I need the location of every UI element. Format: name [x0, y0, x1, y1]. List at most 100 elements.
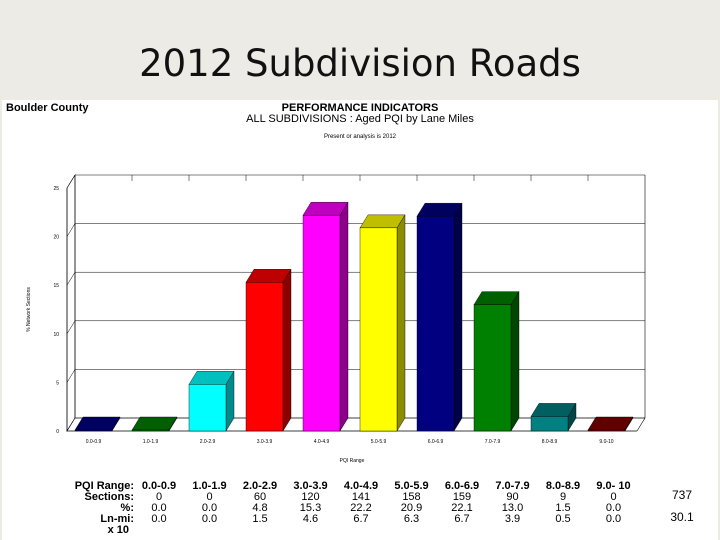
- bar-top: [530, 403, 577, 417]
- bar-top: [359, 214, 406, 229]
- bar: [359, 227, 398, 432]
- slide-title: 2012 Subdivision Roads: [139, 42, 581, 85]
- y-tick-label: 15: [53, 283, 59, 289]
- table-cell: 0.0: [151, 513, 167, 525]
- table-cell: 0.0: [201, 513, 218, 525]
- x-tick-label: 1.0-1.9: [143, 439, 159, 445]
- table-cell: 22.2: [350, 502, 372, 514]
- bar: [188, 384, 227, 432]
- bar: [416, 215, 455, 432]
- table-cell: 0: [206, 491, 213, 503]
- bar: [587, 429, 626, 432]
- table-cell: 1.5: [555, 502, 571, 514]
- table-cell: 0.0: [605, 502, 622, 514]
- analysis-note: Present or analysis is 2012: [323, 134, 397, 140]
- table-row-label: PQI Range:: [74, 480, 134, 492]
- bar: [74, 429, 113, 432]
- table-cell: 3.9: [504, 513, 521, 525]
- table-cell: 60: [253, 491, 267, 503]
- bar-side: [453, 202, 463, 432]
- table-cell: 0.0-0.9: [141, 480, 177, 492]
- bar: [530, 416, 569, 432]
- table-cell: 0.0: [151, 502, 167, 514]
- table-cell: 141: [351, 491, 371, 503]
- bar: [473, 304, 512, 432]
- bar: [245, 282, 284, 432]
- table-cell: 1.0-1.9: [192, 480, 227, 492]
- table-cell: 159: [452, 491, 472, 503]
- table-cell: 5.0-5.9: [394, 480, 429, 492]
- y-tick-label: 5: [56, 380, 59, 386]
- grid-diag: [66, 320, 76, 334]
- table-cell: 0: [155, 491, 163, 503]
- bar-top: [188, 371, 235, 385]
- table-cell: 9.0- 10: [596, 480, 631, 492]
- table-cell: 6.7: [454, 513, 470, 525]
- left-wall: [66, 173, 76, 433]
- bar: [131, 429, 170, 432]
- x-tick-label: 9.0-10: [599, 439, 613, 445]
- bar-top: [416, 202, 463, 217]
- table-cell: 90: [506, 491, 519, 503]
- bar-top: [302, 202, 349, 216]
- y-tick-label: 20: [53, 235, 59, 241]
- table-row-label: %:: [120, 502, 134, 514]
- table-cell: 158: [402, 491, 421, 503]
- table-cell: 0.5: [555, 513, 571, 525]
- table-cell: 7.0-7.9: [495, 480, 530, 492]
- table-cell: 6.7: [353, 513, 369, 525]
- table-cell: 6.3: [403, 513, 420, 525]
- table-cell: 6.0-6.9: [444, 480, 480, 492]
- chart-title: PERFORMANCE INDICATORS: [281, 102, 439, 114]
- y-tick-label: 10: [53, 332, 59, 338]
- table-cell: 22.1: [451, 502, 473, 514]
- x-axis-label: PQI Range: [340, 458, 365, 464]
- x-tick-label: 3.0-3.9: [257, 439, 273, 445]
- table-cell: 120: [301, 491, 320, 503]
- table-cell: 4.6: [302, 513, 319, 525]
- y-axis-label: % Network Sections: [26, 287, 32, 332]
- grid-diag: [66, 272, 76, 286]
- y-tick-label: 25: [53, 186, 59, 192]
- bar-top: [245, 269, 292, 283]
- x-tick-label: 0.0-0.9: [86, 439, 102, 445]
- x-tick-label: 8.0-8.9: [542, 439, 558, 445]
- table-cell: 15.3: [299, 502, 322, 514]
- bar-side: [396, 214, 406, 432]
- grid-diag: [66, 174, 76, 189]
- table-total: 30.1: [670, 510, 694, 524]
- bar-side: [282, 268, 292, 432]
- grid-diag: [66, 369, 76, 383]
- table-cell: 0.0: [201, 502, 218, 514]
- x-tick-label: 7.0-7.9: [485, 439, 501, 445]
- table-cell: 4.8: [252, 502, 268, 514]
- table-cell: 0: [610, 491, 617, 503]
- table-cell: 3.0-3.9: [293, 480, 328, 492]
- table-cell: 1.5: [252, 513, 268, 525]
- table-cell: 8.0-8.9: [545, 480, 581, 492]
- bar: [302, 215, 341, 432]
- grid-diag: [66, 417, 76, 432]
- table-total: 737: [671, 488, 693, 502]
- table-cell: 4.0-4.9: [343, 480, 379, 492]
- x-tick-label: 6.0-6.9: [428, 439, 444, 445]
- x-tick-label: 2.0-2.9: [200, 439, 216, 445]
- grid-diag: [66, 223, 76, 237]
- y-tick-label: 0: [56, 429, 59, 435]
- chart-subtitle: ALL SUBDIVISIONS : Aged PQI by Lane Mile…: [246, 113, 474, 125]
- bar-top: [131, 416, 178, 431]
- table-cell: 0.0: [605, 513, 622, 525]
- bar-chart: 0 5 10 15 20 25 % Network Sections 0.0-0.9 1.0-1…: [26, 173, 646, 464]
- bar-top: [74, 416, 121, 431]
- table-row-label: Sections:: [84, 491, 134, 503]
- table-cell: 13.0: [501, 502, 524, 514]
- x-tick-label: 4.0-4.9: [314, 439, 330, 445]
- table-cell: 9: [559, 491, 567, 503]
- bar-side: [339, 201, 349, 432]
- chart-panel: Boulder County PERFORMANCE INDICATORS AL…: [2, 100, 718, 540]
- table-row-label: Ln-mi:: [100, 513, 134, 525]
- x-tick-label: 5.0-5.9: [371, 439, 387, 445]
- bar-side: [510, 290, 520, 432]
- bar-top: [587, 416, 634, 431]
- table-cell: 20.9: [400, 502, 423, 514]
